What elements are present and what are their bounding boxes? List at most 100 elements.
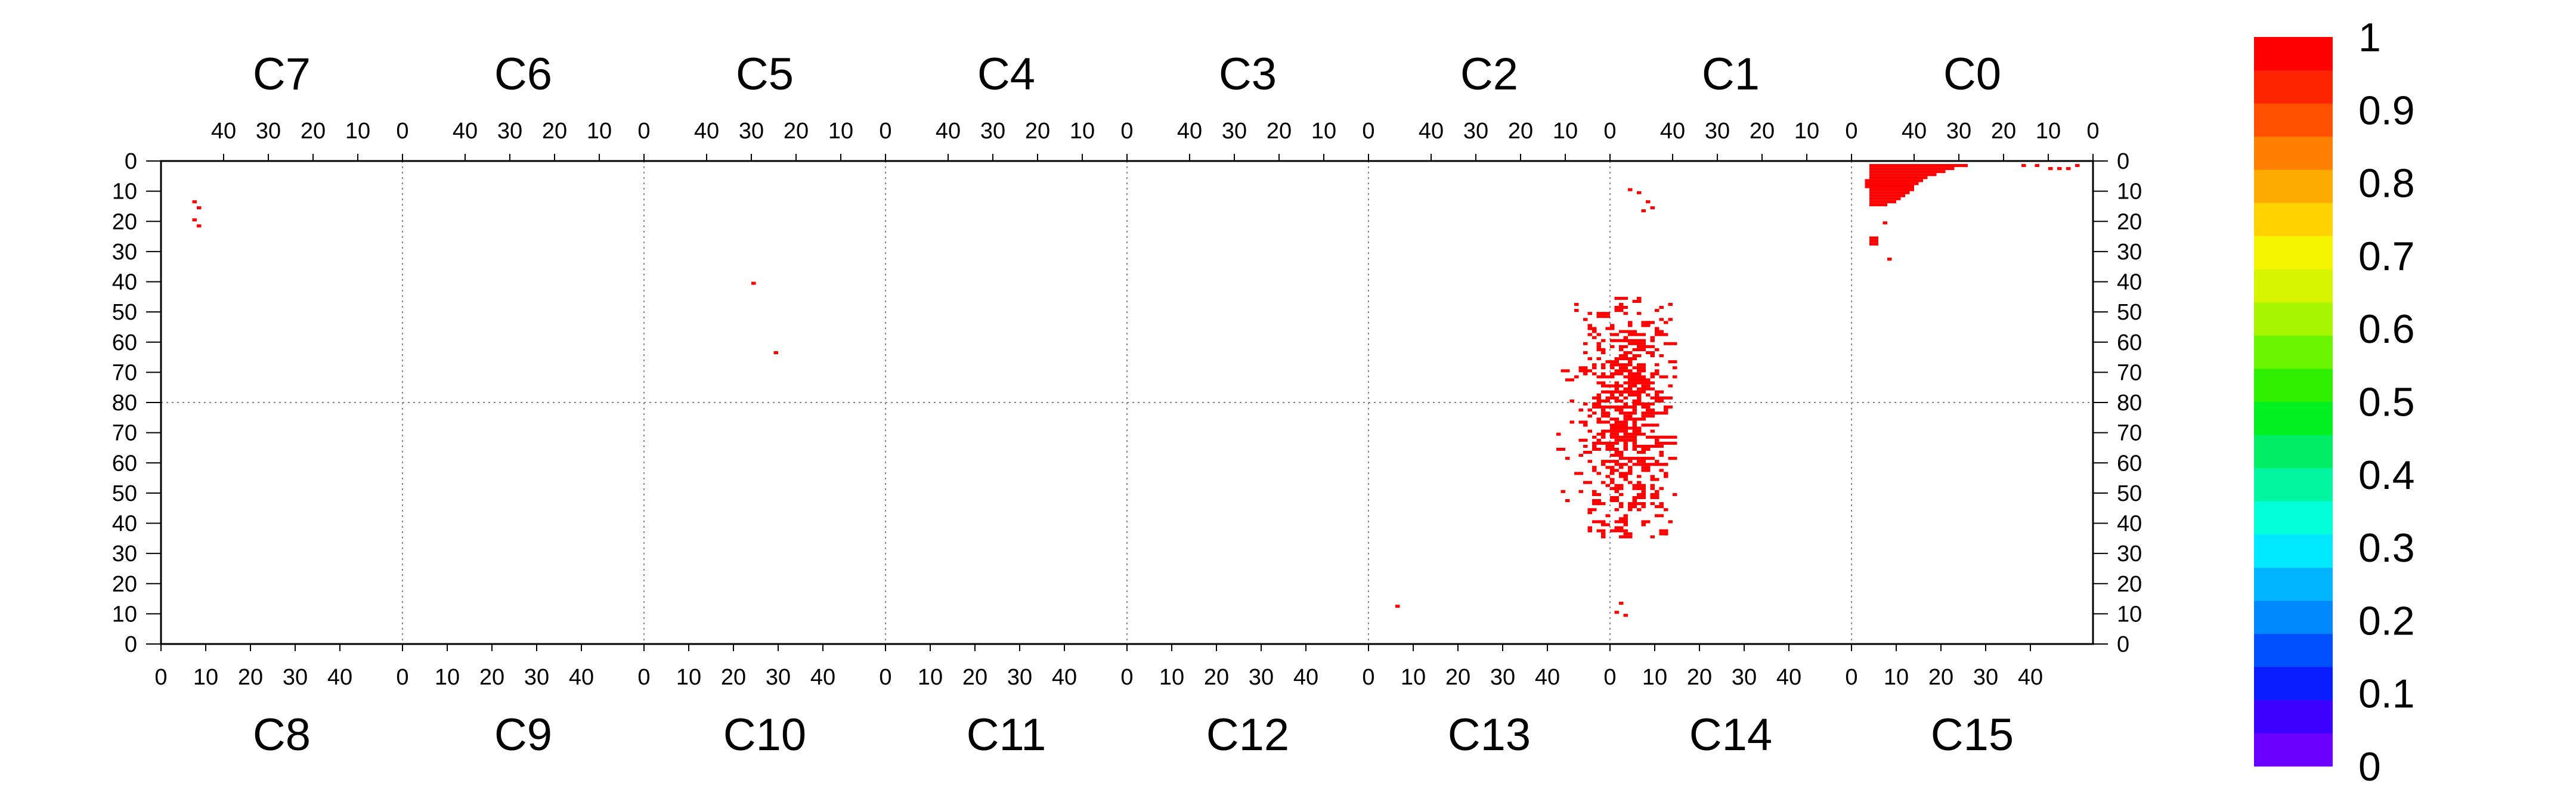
cluster-pixel: [1601, 381, 1606, 385]
y-tick-label-left: 30: [112, 240, 137, 265]
cluster-pixel: [1619, 484, 1624, 487]
cluster-pixel: [1601, 435, 1606, 439]
cluster-pixel: [1632, 463, 1637, 466]
x-tick-label-bottom: 20: [962, 665, 987, 690]
cluster-pixel: [1574, 472, 1583, 475]
cluster-pixel: [1596, 472, 1601, 475]
cluster-pixel: [1623, 396, 1628, 400]
x-tick-label-top: 30: [980, 119, 1005, 144]
cluster-pixel: [1596, 502, 1606, 506]
cluster-pixel: [1596, 441, 1601, 445]
cluster-pixel: [1668, 384, 1673, 388]
cluster-pixel: [1614, 417, 1619, 421]
chip-label-top: C5: [736, 49, 794, 100]
cluster-pixel: [1650, 354, 1655, 358]
cluster-pixel: [1614, 490, 1619, 493]
cluster-pixel: [1632, 381, 1637, 385]
cluster-pixel: [1619, 372, 1624, 376]
cluster-pixel: [1601, 460, 1610, 463]
cluster-pixel: [1614, 435, 1619, 439]
cluster-pixel: [1641, 366, 1646, 370]
cluster-pixel: [1650, 375, 1655, 379]
cluster-pixel: [1619, 472, 1624, 475]
cluster-pixel: [1637, 444, 1642, 448]
cluster-pixel: [1610, 339, 1615, 342]
cluster-pixel: [1596, 447, 1601, 451]
cluster-pixel: [1587, 324, 1592, 327]
cluster-pixel: [1596, 333, 1601, 336]
cluster-pixel: [1659, 454, 1664, 457]
cluster-pixel: [1646, 321, 1655, 324]
cluster-pixel: [1641, 457, 1646, 460]
x-tick-label-top: 40: [1902, 119, 1927, 144]
cluster-pixel: [1668, 318, 1673, 321]
y-tick-label-left: 0: [125, 149, 137, 174]
cluster-pixel: [1556, 447, 1565, 451]
cluster-pixel: [1637, 366, 1642, 370]
colorbar-segment: [2254, 103, 2333, 137]
cluster-pixel: [1659, 411, 1664, 415]
cluster-pixel: [1628, 324, 1633, 327]
cluster-pixel: [1610, 372, 1615, 376]
x-tick-label-top: 40: [694, 119, 719, 144]
x-tick-label-top: 20: [1508, 119, 1533, 144]
cluster-pixel: [1592, 435, 1597, 439]
cluster-pixel: [1650, 423, 1655, 427]
cluster-pixel: [1637, 393, 1642, 397]
cluster-pixel: [1673, 342, 1677, 345]
cluster-pixel: [1637, 475, 1642, 478]
colorbar-tick-label: 0.1: [2358, 671, 2415, 717]
cluster-pixel: [1632, 426, 1637, 430]
cluster-pixel: [1601, 312, 1610, 315]
cluster-pixel: [1650, 535, 1655, 538]
hit-pixel-row: [1869, 173, 1937, 177]
cluster-pixel: [1655, 396, 1659, 400]
cluster-pixel: [1623, 514, 1628, 518]
cluster-pixel: [1641, 375, 1646, 379]
cluster-pixel: [1623, 336, 1628, 339]
cluster-pixel: [1596, 348, 1601, 351]
hit-pixel: [1395, 605, 1400, 608]
hit-pixel: [773, 351, 778, 354]
cluster-pixel: [1587, 529, 1592, 532]
cluster-pixel: [1569, 399, 1574, 402]
cluster-pixel: [1632, 378, 1637, 382]
colorbar-tick-label: 0.6: [2358, 306, 2415, 352]
colorbar: 0 0.1 0.2 0.3 0.4 0.5 0.6 0.7 0.8 0.9 1: [2254, 15, 2415, 789]
cluster-pixel: [1650, 478, 1659, 481]
cluster-pixel: [1668, 457, 1677, 460]
cluster-pixel: [1650, 484, 1655, 487]
cluster-pixel: [1637, 342, 1642, 345]
cluster-pixel: [1574, 309, 1579, 312]
cluster-pixel: [1605, 484, 1610, 487]
cluster-pixel: [1646, 387, 1655, 391]
cluster-pixel: [1637, 426, 1642, 430]
cluster-pixel: [1637, 487, 1642, 490]
cluster-pixel: [1673, 375, 1677, 379]
x-tick-label-top: 0: [1362, 119, 1374, 144]
cluster-pixel: [1610, 496, 1615, 499]
x-tick-label-bottom: 30: [1249, 665, 1274, 690]
cluster-pixel: [1614, 339, 1619, 342]
colorbar-segment: [2254, 136, 2333, 170]
x-tick-label-top: 0: [637, 119, 650, 144]
colorbar-segment: [2254, 302, 2333, 336]
x-tick-label-top: 10: [828, 119, 853, 144]
hit-pixel: [192, 200, 197, 203]
y-tick-label-left: 80: [112, 391, 137, 416]
cluster-pixel: [1614, 408, 1619, 412]
cluster-pixel: [1623, 478, 1628, 481]
cluster-pixel: [1619, 493, 1624, 496]
cluster-pixel: [1641, 381, 1651, 385]
y-tick-label-right: 40: [2117, 270, 2142, 295]
colorbar-segment: [2254, 600, 2333, 634]
cluster-pixel: [1628, 321, 1633, 324]
colorbar-tick-label: 0.8: [2358, 161, 2415, 206]
cluster-pixel: [1614, 387, 1619, 391]
x-tick-label-top: 30: [739, 119, 764, 144]
cluster-pixel: [1605, 396, 1610, 400]
cluster-pixel: [1655, 496, 1659, 499]
cluster-pixel: [1614, 520, 1619, 524]
cluster-pixel: [1628, 333, 1633, 336]
cluster-pixel: [1655, 363, 1659, 367]
